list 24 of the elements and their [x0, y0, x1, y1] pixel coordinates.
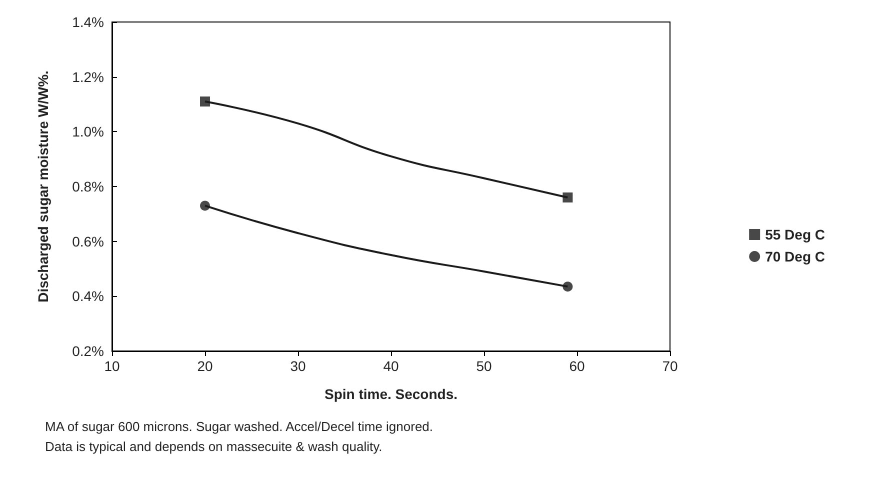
y-tick-label: 1.4%: [72, 14, 104, 30]
y-tick-label: 0.2%: [72, 343, 104, 359]
y-tick-label: 0.4%: [72, 288, 104, 304]
legend-label: 55 Deg C: [765, 226, 826, 242]
x-tick-label: 70: [662, 358, 678, 374]
point: [562, 282, 573, 292]
y-tick-label: 1.0%: [72, 124, 104, 140]
y-axis-title: Discharged sugar moisture W/W%.: [35, 70, 51, 302]
x-tick-label: 40: [383, 358, 399, 374]
text: MA of sugar 600 microns. Sugar washed. Accel/Decel time ignored.: [45, 419, 434, 434]
y-tick-label: 0.6%: [72, 233, 104, 250]
legend-label: 70 Deg C: [765, 248, 826, 264]
x-tick-label: 50: [476, 358, 492, 374]
x-tick-label: 60: [569, 358, 585, 374]
point: [562, 192, 573, 202]
y-tick-label: 0.8%: [72, 178, 104, 194]
x-tick-label: 20: [197, 358, 213, 374]
x-axis-title: Spin time. Seconds.: [324, 386, 458, 402]
text: Data is typical and depends on massecuite & wash quality.: [45, 439, 382, 454]
x-tick-label: 30: [290, 358, 306, 374]
point: [200, 96, 210, 107]
x-tick-label: 10: [104, 358, 120, 374]
point: [200, 200, 210, 211]
y-tick-label: 1.2%: [72, 68, 104, 85]
